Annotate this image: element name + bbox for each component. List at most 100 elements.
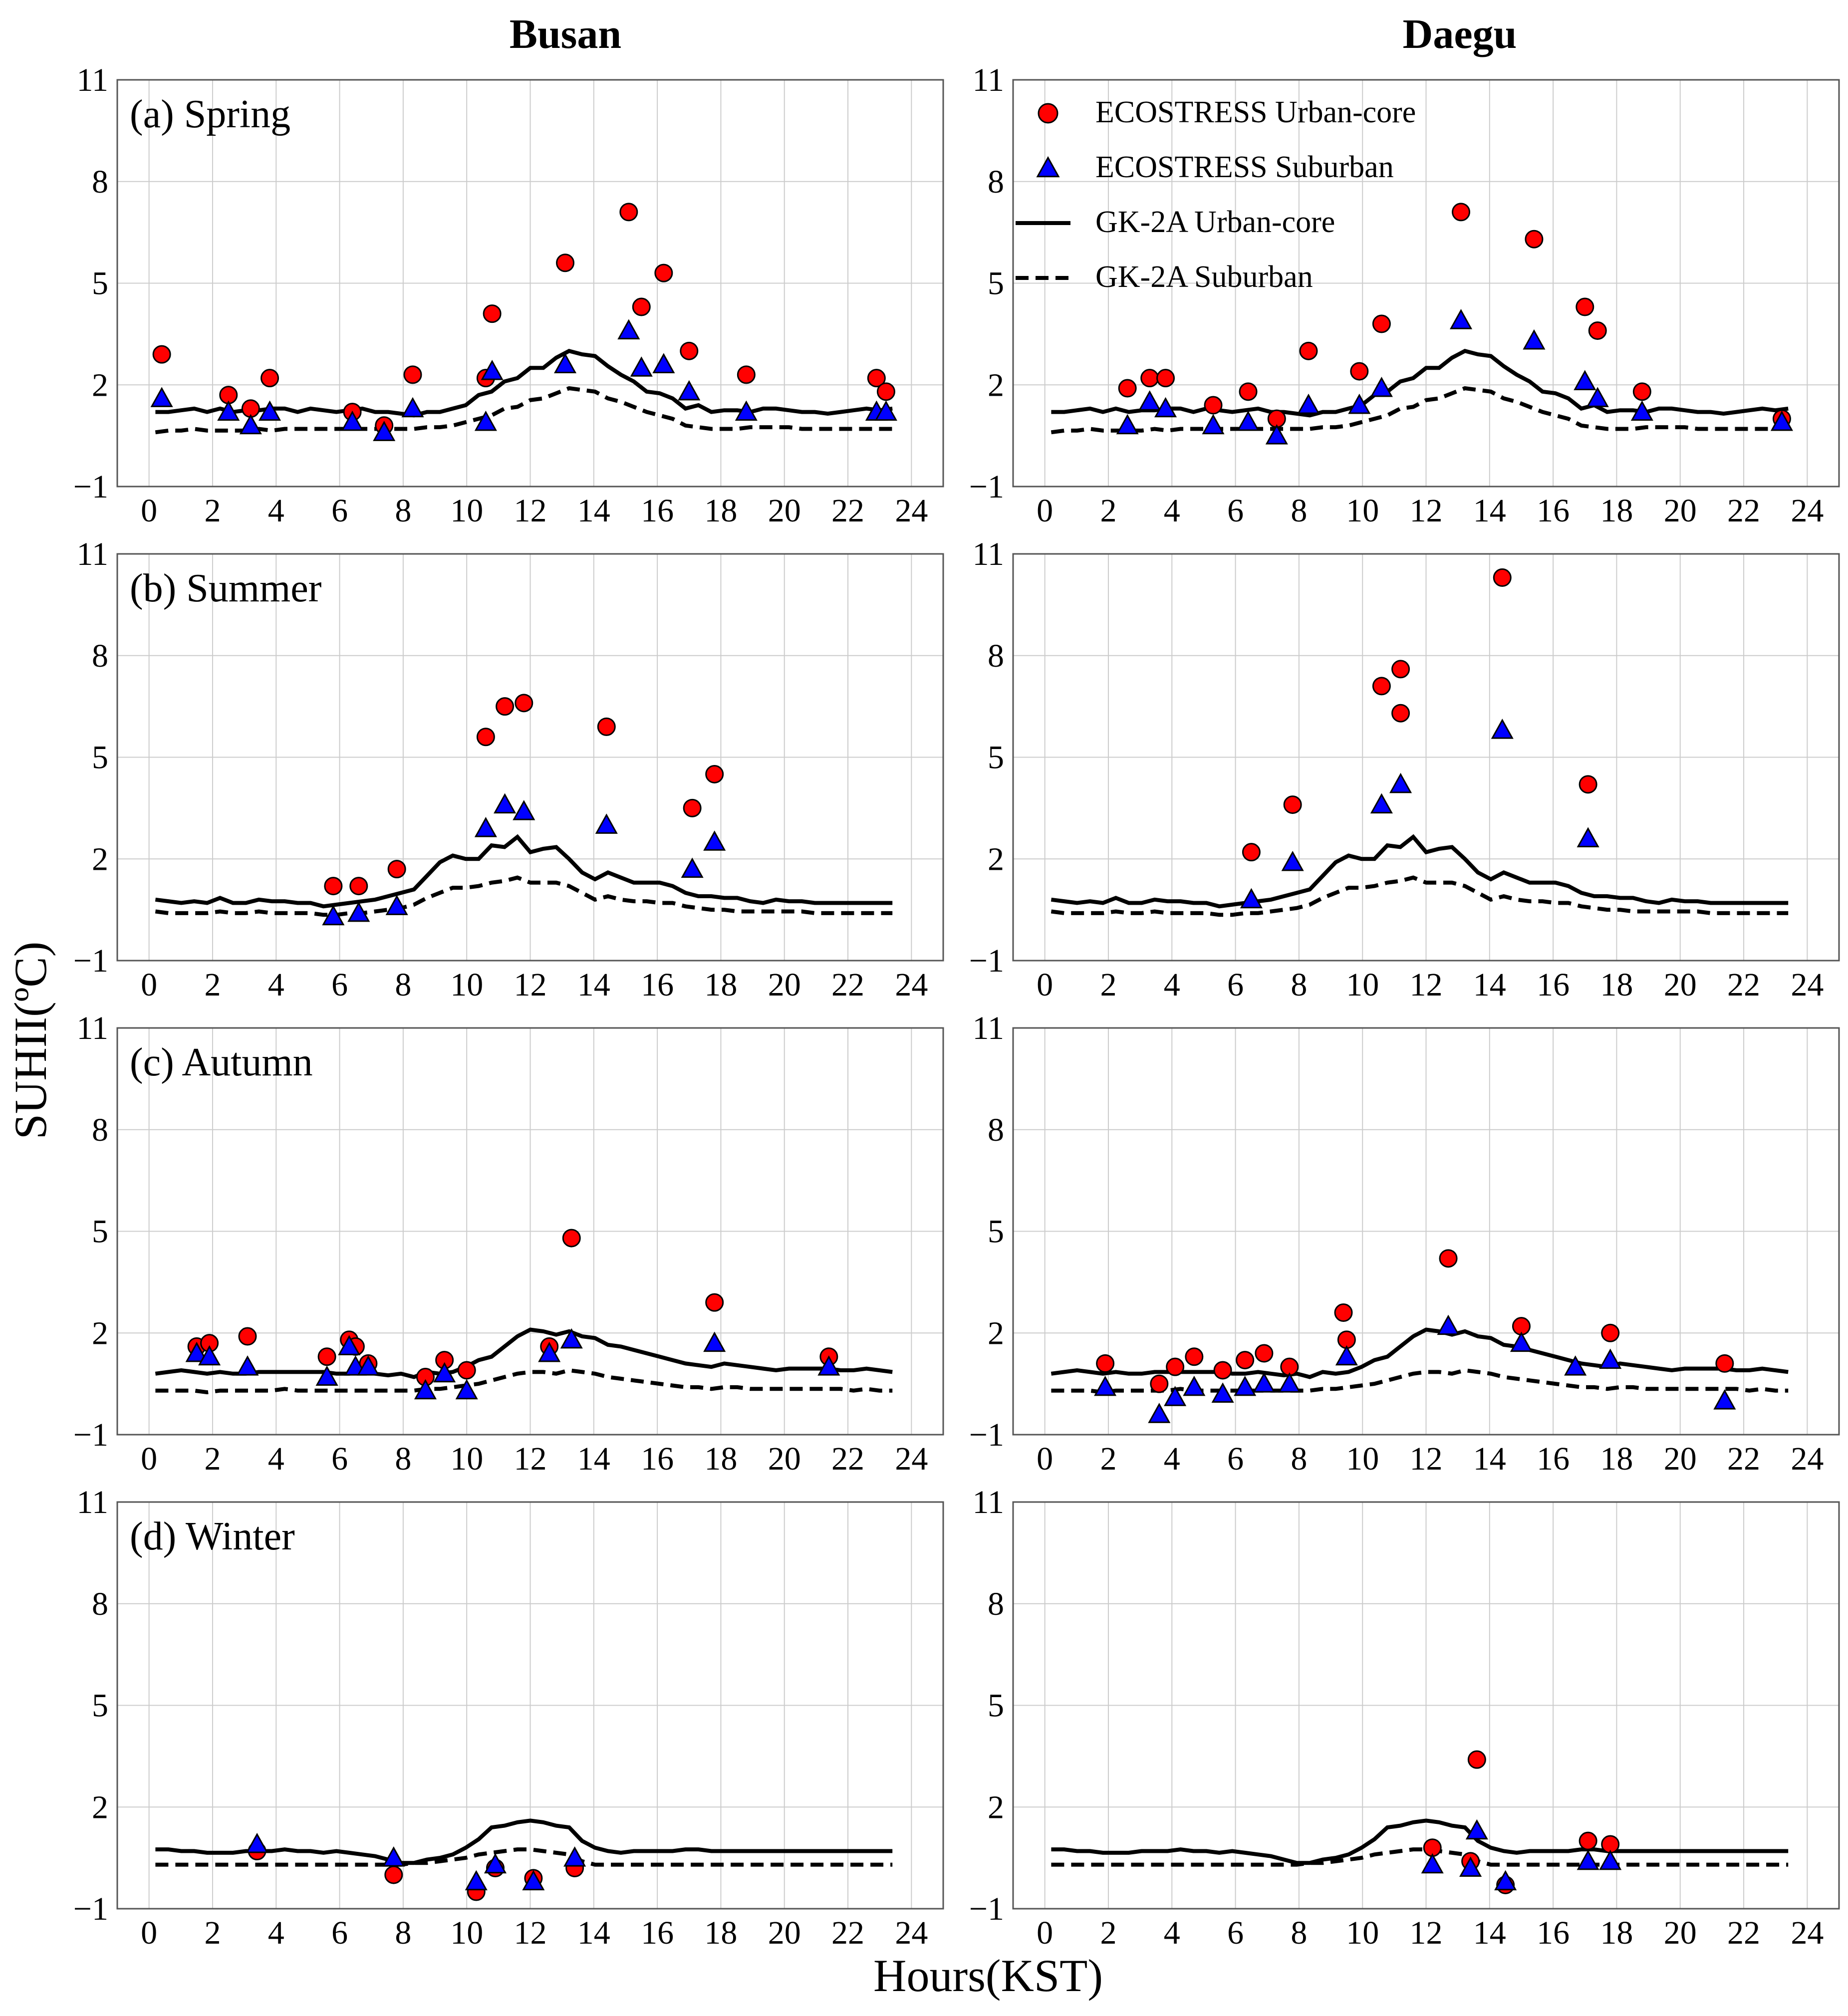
suburban-point	[1564, 1355, 1587, 1376]
x-tick-label: 8	[395, 1915, 411, 1951]
urban-core-point	[1236, 1351, 1255, 1370]
x-tick-label: 18	[1600, 1441, 1633, 1477]
x-tick-label: 6	[331, 1915, 348, 1951]
x-tick-label: 14	[577, 1915, 610, 1951]
x-tick-label: 22	[831, 1915, 864, 1951]
suburban-point	[1523, 329, 1546, 350]
urban-core-point	[457, 1361, 476, 1380]
y-tick-label: −1	[969, 943, 1004, 979]
urban-core-point	[349, 877, 368, 896]
x-tick-label: 16	[1537, 1441, 1570, 1477]
y-tick-label: 2	[92, 1315, 108, 1351]
suburban-point	[258, 400, 281, 421]
y-tick-label: 2	[92, 841, 108, 877]
gk2a-urban-core-line	[155, 349, 893, 418]
suburban-point	[563, 1846, 586, 1867]
suburban-point	[322, 905, 345, 926]
x-tick-label: 12	[1410, 1441, 1443, 1477]
suburban-point	[817, 1355, 840, 1376]
suburban-point	[1586, 387, 1609, 407]
legend-label: ECOSTRESS Suburban	[1095, 150, 1394, 184]
x-tick-label: 2	[1100, 1441, 1116, 1477]
suburban-point	[1494, 1870, 1517, 1891]
urban-core-point	[705, 1293, 724, 1312]
x-tick-label: 10	[450, 1915, 483, 1951]
x-tick-label: 6	[1227, 1915, 1244, 1951]
urban-core-point	[1299, 341, 1318, 360]
x-tick-label: 8	[1291, 1441, 1307, 1477]
suburban-point	[1465, 1819, 1488, 1840]
x-tick-label: 22	[831, 1441, 864, 1477]
suburban-point	[1630, 400, 1653, 421]
x-tick-label: 16	[1537, 967, 1570, 1003]
x-tick-label: 10	[1346, 967, 1379, 1003]
y-tick-label: 8	[988, 1586, 1004, 1622]
x-tick-label: 4	[1164, 1441, 1180, 1477]
legend-label: ECOSTRESS Urban-core	[1095, 95, 1416, 129]
suburban-point	[494, 793, 517, 814]
urban-core-point	[632, 297, 651, 316]
suburban-point	[513, 800, 535, 820]
x-tick-label: 8	[1291, 967, 1307, 1003]
y-tick-label: −1	[969, 1891, 1004, 1927]
y-tick-label: 11	[972, 536, 1004, 572]
panel-label: (d) Winter	[130, 1514, 295, 1558]
urban-core-point	[1242, 843, 1261, 862]
panel-frame	[116, 553, 944, 962]
suburban-point	[1138, 390, 1161, 411]
gk2a-suburban-line	[155, 1368, 893, 1395]
suburban-point	[1148, 1403, 1171, 1423]
x-tick-label: 16	[1537, 1915, 1570, 1951]
x-tick-label: 0	[1037, 1441, 1053, 1477]
x-tick-label: 2	[204, 967, 221, 1003]
x-tick-label: 20	[768, 1915, 801, 1951]
x-tick-label: 0	[141, 493, 157, 529]
suburban-point	[1421, 1853, 1444, 1874]
suburban-point	[1183, 1375, 1206, 1396]
urban-core-point	[1601, 1323, 1620, 1342]
x-tick-label: 22	[831, 493, 864, 529]
x-tick-label: 0	[1037, 967, 1053, 1003]
panel-frame	[1012, 79, 1840, 488]
urban-core-point	[384, 1865, 403, 1884]
x-tick-label: 20	[768, 967, 801, 1003]
x-tick-label: 4	[268, 493, 284, 529]
urban-core-point	[1166, 1357, 1185, 1376]
suburban-point	[678, 380, 701, 401]
urban-core-point	[1255, 1344, 1274, 1363]
x-tick-label: 24	[895, 1915, 928, 1951]
urban-core-point	[1715, 1354, 1734, 1373]
y-tick-label: 5	[988, 740, 1004, 776]
x-tick-label: 24	[1791, 493, 1824, 529]
x-tick-label: 6	[1227, 967, 1244, 1003]
suburban-point	[703, 830, 726, 851]
x-tick-label: 8	[395, 493, 411, 529]
y-tick-label: 2	[988, 367, 1004, 403]
y-tick-label: 5	[92, 740, 108, 776]
x-tick-label: 10	[450, 493, 483, 529]
legend-urban-core-marker	[1038, 103, 1058, 124]
y-tick-label: 5	[988, 265, 1004, 302]
gk2a-urban-core-line	[1051, 1327, 1789, 1379]
urban-core-point	[1579, 775, 1597, 794]
urban-core-point	[261, 369, 279, 388]
x-tick-label: 2	[204, 1441, 221, 1477]
x-tick-label: 16	[641, 967, 674, 1003]
x-tick-label: 24	[1791, 1915, 1824, 1951]
x-tick-label: 14	[577, 493, 610, 529]
x-tick-label: 24	[1791, 967, 1824, 1003]
urban-core-point	[597, 717, 616, 736]
x-tick-label: 10	[1346, 1441, 1379, 1477]
y-tick-label: 2	[92, 367, 108, 403]
x-tick-label: 12	[514, 493, 547, 529]
x-tick-label: 2	[204, 1915, 221, 1951]
suburban-point	[239, 414, 262, 435]
suburban-point	[735, 400, 758, 421]
x-tick-label: 14	[1473, 1915, 1506, 1951]
x-tick-label: 18	[1600, 1915, 1633, 1951]
x-tick-label: 16	[1537, 493, 1570, 529]
urban-core-point	[483, 304, 502, 323]
urban-core-point	[705, 764, 724, 783]
